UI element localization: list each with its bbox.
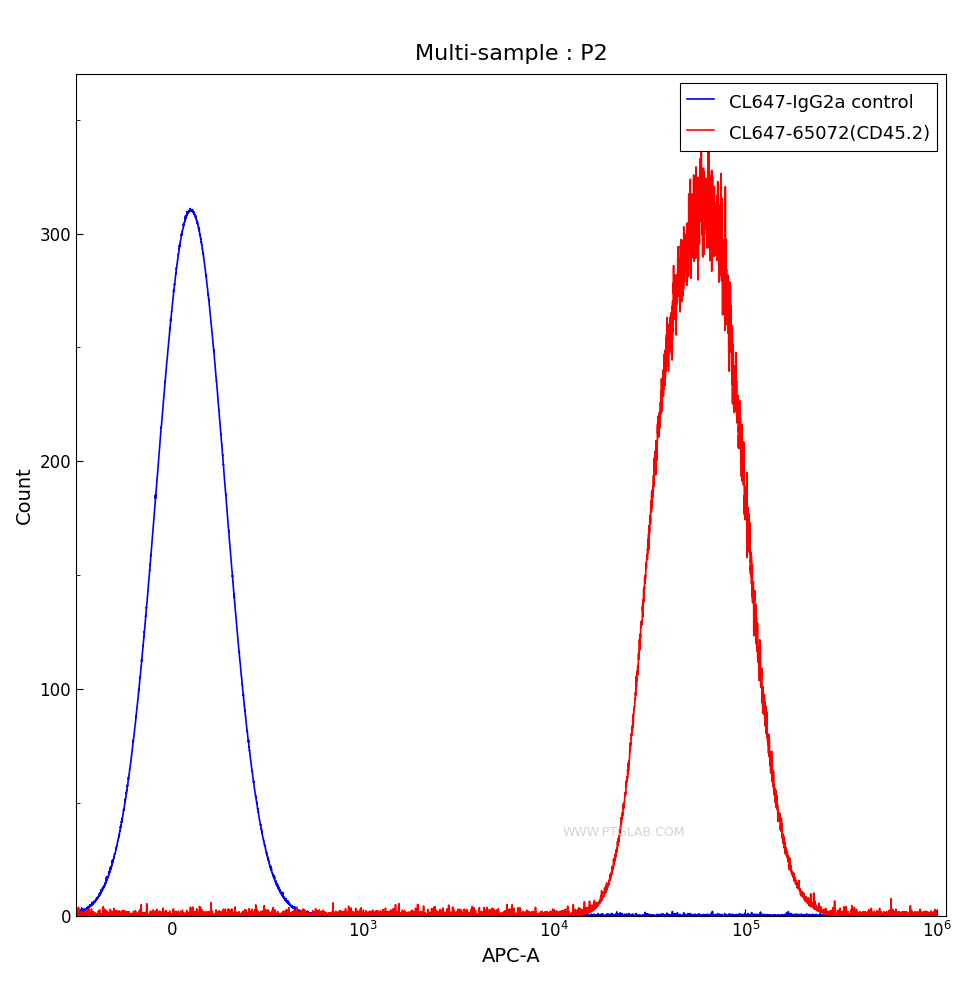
CL647-65072(CD45.2) <box>683 229 695 240</box>
CL647-65072(CD45.2) <box>583 904 594 916</box>
CL647-65072(CD45.2) <box>735 421 746 433</box>
CL647-IgG2a control <box>683 910 695 922</box>
Y-axis label: Count: Count <box>15 467 34 524</box>
X-axis label: APC-A: APC-A <box>482 947 540 966</box>
CL647-65072(CD45.2) <box>22 909 34 921</box>
CL647-65072(CD45.2) <box>931 906 943 918</box>
CL647-65072(CD45.2) <box>540 910 552 922</box>
Line: CL647-65072(CD45.2): CL647-65072(CD45.2) <box>0 134 937 916</box>
CL647-IgG2a control <box>321 910 333 922</box>
CL647-65072(CD45.2) <box>695 129 707 140</box>
Legend: CL647-IgG2a control, CL647-65072(CD45.2): CL647-IgG2a control, CL647-65072(CD45.2) <box>681 83 937 151</box>
CL647-IgG2a control <box>22 910 34 922</box>
CL647-IgG2a control <box>184 203 196 215</box>
CL647-IgG2a control <box>541 910 553 922</box>
Text: WWW.PTGLAB.COM: WWW.PTGLAB.COM <box>563 826 685 839</box>
CL647-65072(CD45.2) <box>116 910 128 922</box>
Title: Multi-sample : P2: Multi-sample : P2 <box>414 44 608 65</box>
CL647-IgG2a control <box>583 910 594 922</box>
Line: CL647-IgG2a control: CL647-IgG2a control <box>0 209 937 916</box>
CL647-IgG2a control <box>735 909 746 921</box>
CL647-IgG2a control <box>931 910 943 922</box>
CL647-65072(CD45.2) <box>321 910 333 922</box>
CL647-IgG2a control <box>470 910 482 922</box>
